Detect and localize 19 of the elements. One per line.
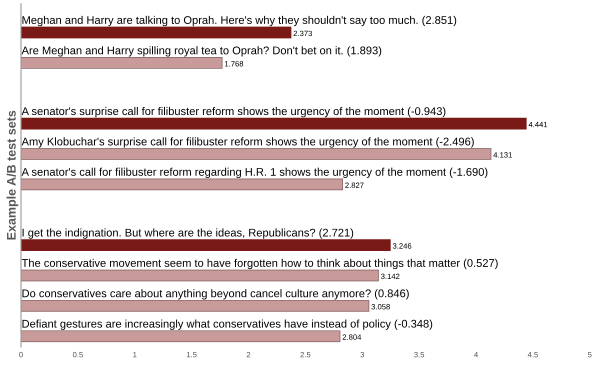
y-tick-label: Do conservatives care about anything beyond cancel culture anymore? (0.846): [22, 289, 409, 300]
bar: [21, 178, 344, 190]
bar: [21, 26, 292, 38]
y-tick-label: Amy Klobuchar's surprise call for filibuster reform shows the urgency of the moment (-2.496): [22, 137, 474, 148]
y-tick-label: A senator's surprise call for filibuster reform shows the urgency of the moment (-0.943): [22, 106, 446, 118]
bar: [21, 330, 340, 342]
bar: [21, 270, 379, 282]
bar: [21, 148, 492, 160]
bar: [21, 239, 391, 252]
bar: [21, 300, 370, 312]
y-tick-label: Are Meghan and Harry spilling royal tea to Oprah? Don't bet on it. (1.893): [22, 46, 382, 57]
bar: [21, 57, 223, 69]
y-tick-label: Defiant gestures are increasingly what conservatives have instead of policy (-0.348): [22, 320, 432, 330]
y-axis-title: Example A/B test sets: [6, 110, 18, 240]
y-tick-label: Meghan and Harry are talking to Oprah. Here's why they shouldn't say too much. (2.851): [22, 16, 456, 26]
y-tick-label: A senator's call for filibuster reform regarding H.R. 1 shows the urgency of the moment (-1.690): [22, 168, 488, 178]
bar: [21, 118, 527, 130]
y-tick-label: The conservative movement seem to have forgotten how to think about things that matter (0.527): [22, 258, 498, 270]
y-tick-label: I get the indignation. But where are the ideas, Republicans? (2.721): [22, 228, 354, 239]
